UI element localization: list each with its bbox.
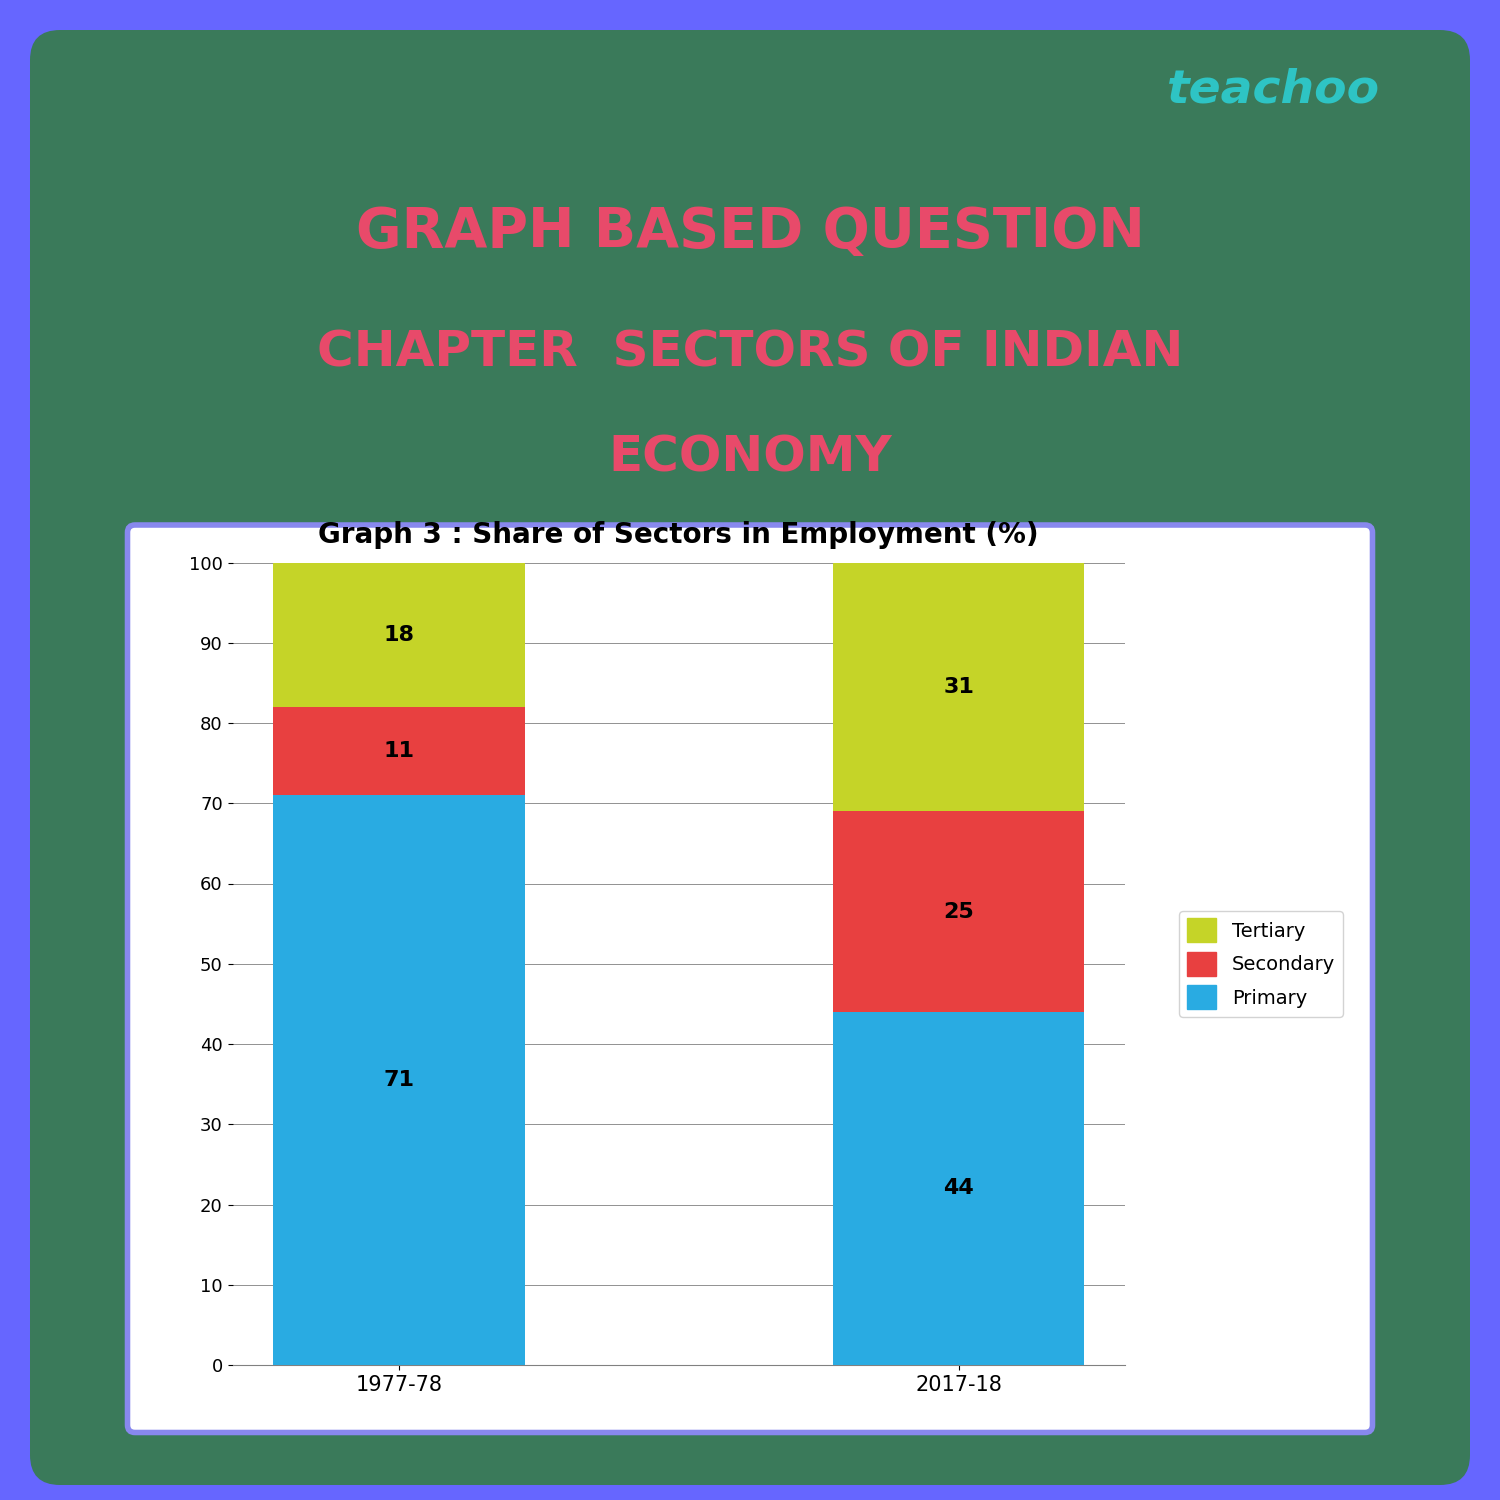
Bar: [273, 795, 525, 1365]
Text: 71: 71: [384, 1070, 414, 1090]
Text: 31: 31: [944, 676, 974, 698]
Bar: [833, 812, 1084, 1012]
Text: 44: 44: [944, 1179, 974, 1198]
Bar: [273, 706, 525, 795]
Text: 18: 18: [384, 624, 414, 645]
Text: 11: 11: [384, 741, 414, 760]
Title: Graph 3 : Share of Sectors in Employment (%): Graph 3 : Share of Sectors in Employment…: [318, 520, 1040, 549]
FancyBboxPatch shape: [30, 30, 1470, 1485]
Bar: [833, 1013, 1084, 1365]
Legend: Tertiary, Secondary, Primary: Tertiary, Secondary, Primary: [1179, 910, 1342, 1017]
FancyBboxPatch shape: [128, 525, 1372, 1432]
Text: GRAPH BASED QUESTION: GRAPH BASED QUESTION: [356, 206, 1144, 260]
Bar: [273, 562, 525, 706]
Text: 25: 25: [944, 902, 974, 921]
Bar: [833, 562, 1084, 812]
Text: ECONOMY: ECONOMY: [608, 433, 892, 482]
Text: CHAPTER  SECTORS OF INDIAN: CHAPTER SECTORS OF INDIAN: [316, 328, 1184, 376]
Text: teachoo: teachoo: [1167, 68, 1380, 112]
